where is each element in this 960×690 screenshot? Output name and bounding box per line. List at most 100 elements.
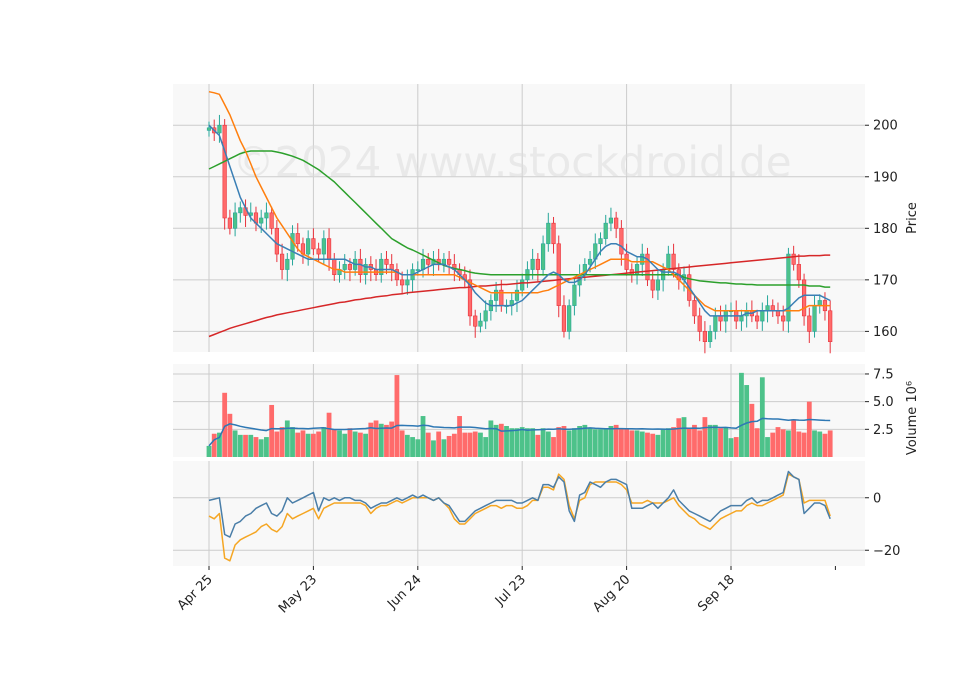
volume-bar [363, 433, 368, 457]
volume-bar [822, 433, 828, 457]
candle-body [666, 253, 671, 270]
candle-body [227, 217, 232, 229]
candle-body [520, 279, 525, 291]
volume-bar [733, 437, 739, 457]
volume-bar [676, 418, 682, 457]
candle-body [645, 253, 650, 281]
candle-body [233, 212, 238, 229]
volume-bar [791, 419, 797, 457]
candle-body [311, 238, 316, 250]
volume-bar [284, 420, 290, 457]
candle-body [514, 289, 520, 301]
volume-bar [389, 421, 395, 457]
volume-bar [290, 427, 295, 457]
candle-body [384, 258, 389, 265]
candle-body [326, 238, 332, 260]
indicator-blue-line [208, 470, 831, 538]
date-tick-label: Jun 24 [384, 572, 424, 612]
volume-bar [556, 427, 562, 457]
volume-bar [692, 424, 697, 457]
volume-bar [582, 424, 588, 457]
candle-body [363, 264, 368, 275]
candle-body [572, 284, 577, 306]
volume-bar [305, 433, 311, 457]
volume-bar [227, 413, 233, 457]
volume-bar [681, 417, 687, 457]
volume-bar [572, 428, 577, 457]
candle-body [238, 207, 243, 214]
volume-bar [253, 437, 259, 457]
candle-body [332, 258, 337, 275]
candle-body [828, 310, 833, 342]
volume-bar [347, 428, 353, 457]
volume-bar [645, 432, 650, 457]
candle-body [540, 243, 546, 270]
candle-body [718, 315, 723, 322]
candle-body [426, 258, 431, 265]
volume-bar [561, 426, 567, 457]
volume-bar [702, 417, 708, 457]
volume-bar [462, 432, 468, 457]
candle-body [655, 279, 661, 291]
volume-bar [311, 433, 316, 457]
candle-body [347, 264, 353, 270]
candle-body [634, 264, 640, 275]
volume-bar [436, 431, 442, 457]
date-tick-label: May 23 [276, 572, 320, 616]
volume-bars [206, 372, 833, 457]
candle-body [274, 228, 279, 255]
volume-bar [712, 424, 718, 457]
candle-body [306, 238, 311, 255]
volume-bar [300, 430, 306, 457]
sma-red-line [208, 254, 831, 338]
volume-bar [431, 440, 436, 457]
candle-body [619, 228, 624, 255]
volume-bar [728, 438, 734, 457]
volume-bar [498, 423, 504, 457]
volume-bar [342, 433, 348, 457]
volume-bar [316, 431, 322, 457]
candle-body [394, 269, 400, 281]
candle-body [567, 305, 572, 332]
candle-body [702, 331, 707, 342]
candle-body [692, 300, 697, 317]
volume-bar [639, 431, 645, 457]
candle-body [478, 320, 483, 327]
volume-bar [279, 427, 285, 457]
volume-bar [827, 430, 833, 457]
volume-bar [739, 372, 744, 457]
candle-body [781, 315, 786, 322]
candle-body [530, 258, 535, 270]
volume-bar [373, 420, 379, 457]
candle-body [671, 253, 676, 270]
candle-body [770, 305, 775, 312]
volume-bar [551, 437, 556, 457]
volume-bar [217, 432, 222, 457]
volume-bar [514, 428, 520, 457]
candle-body [791, 253, 796, 265]
candle-body [640, 253, 645, 265]
volume-bar [243, 434, 248, 457]
volume-axis-tick-label: 2.5 [873, 423, 894, 438]
volume-bar [801, 432, 807, 457]
volume-bar [509, 428, 515, 457]
volume-bar [493, 424, 499, 457]
volume-bar [504, 426, 509, 457]
candle-body [295, 233, 300, 245]
candle-body [217, 124, 222, 134]
candle-body [765, 305, 770, 312]
candle-body [551, 222, 556, 245]
volume-bar [211, 433, 217, 457]
volume-bar [222, 392, 228, 457]
indicator-lines [208, 90, 831, 562]
candle-body [321, 238, 326, 255]
candle-body [624, 253, 629, 270]
price-panel-bg [173, 84, 865, 352]
candle-body [473, 315, 478, 327]
volume-bar [410, 437, 415, 457]
volume-bar [530, 428, 536, 457]
candle-body [379, 258, 384, 275]
volume-bar [775, 427, 781, 457]
volume-bar [618, 428, 624, 457]
